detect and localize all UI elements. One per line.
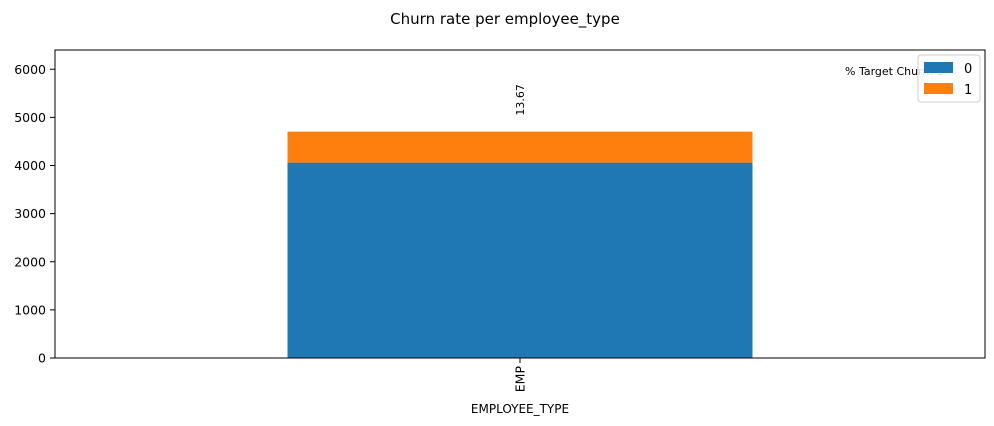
bar-segment-series-0 [287,162,753,358]
bars-group: 13.67 [287,84,753,358]
y-tick-label: 2000 [14,254,46,269]
x-axis: EMP [513,358,528,392]
legend-label-1: 1 [964,83,972,98]
legend-label-0: 0 [964,62,972,77]
chart-title: Churn rate per employee_type [390,10,620,29]
y-tick-label: 0 [38,351,46,366]
bar-segment-series-1 [287,131,753,163]
legend-swatch-0 [924,62,953,73]
legend-swatch-1 [924,83,953,94]
bar-value-label: 13.67 [514,84,527,116]
x-tick-label: EMP [513,366,528,393]
y-tick-label: 5000 [14,110,46,125]
y-tick-label: 3000 [14,206,46,221]
x-axis-label: EMPLOYEE_TYPE [471,402,569,416]
plot-frame [54,49,986,359]
y-axis: 0 1000 2000 3000 4000 5000 6000 [14,62,55,366]
legend: 01 [917,54,981,103]
y-tick-label: 1000 [14,302,46,317]
y-tick-label: 6000 [14,62,46,77]
y-tick-label: 4000 [14,158,46,173]
